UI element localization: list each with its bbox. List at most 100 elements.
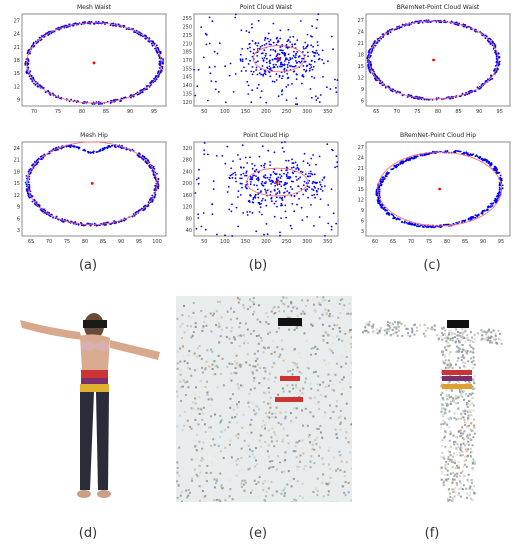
- data-point: [39, 39, 42, 42]
- data-point: [458, 150, 461, 153]
- data-point: [316, 52, 319, 54]
- data-point: [237, 225, 239, 228]
- data-point: [310, 60, 313, 62]
- fitted-ellipse: [252, 45, 305, 73]
- data-point: [274, 50, 277, 53]
- data-point: [334, 78, 336, 81]
- data-point: [265, 192, 268, 194]
- data-point: [198, 168, 200, 171]
- data-point: [47, 34, 50, 36]
- data-point: [316, 18, 319, 21]
- data-point: [306, 33, 309, 36]
- data-point: [493, 69, 495, 72]
- data-point: [378, 82, 381, 85]
- data-point: [108, 145, 111, 148]
- y-tick-label: 3: [17, 228, 20, 234]
- data-point: [253, 48, 255, 51]
- data-point: [495, 168, 498, 170]
- data-point: [335, 91, 338, 93]
- data-point: [311, 25, 313, 27]
- data-point: [257, 42, 260, 44]
- data-point: [493, 42, 496, 45]
- data-point: [467, 217, 470, 220]
- y-tick-label: 24: [358, 29, 364, 35]
- data-point: [310, 172, 312, 175]
- data-point: [135, 29, 138, 32]
- data-point: [311, 50, 314, 53]
- data-point: [370, 45, 373, 48]
- data-point: [499, 174, 502, 177]
- data-point: [262, 73, 264, 76]
- data-point: [280, 185, 283, 188]
- data-point: [138, 209, 141, 212]
- data-point: [330, 225, 333, 228]
- data-point: [286, 73, 289, 75]
- data-point: [197, 217, 200, 219]
- data-point: [271, 59, 274, 61]
- data-point: [407, 159, 410, 162]
- data-point: [261, 197, 264, 200]
- data-point: [308, 164, 311, 166]
- y-tick-label: 185: [182, 50, 192, 56]
- data-point: [318, 57, 321, 60]
- data-point: [273, 168, 276, 171]
- data-point: [286, 177, 289, 179]
- data-point: [279, 46, 282, 48]
- data-point: [247, 84, 250, 87]
- data-point: [315, 49, 318, 52]
- data-point: [269, 75, 272, 78]
- data-point: [283, 64, 285, 67]
- data-point: [463, 220, 466, 223]
- data-point: [273, 202, 276, 205]
- data-point: [259, 46, 262, 48]
- data-point: [273, 80, 276, 83]
- photo-mesh-body: [20, 313, 160, 498]
- data-point: [314, 187, 316, 189]
- data-point: [279, 37, 282, 40]
- data-point: [27, 170, 30, 173]
- data-point: [195, 227, 198, 230]
- data-point: [298, 60, 300, 63]
- data-point: [284, 187, 287, 190]
- data-point: [215, 155, 218, 157]
- data-point: [218, 91, 220, 93]
- data-point: [289, 36, 291, 38]
- data-point: [286, 66, 289, 68]
- data-point: [313, 193, 315, 196]
- data-point: [273, 151, 276, 154]
- data-point: [314, 95, 317, 98]
- data-point: [301, 75, 304, 77]
- x-tick-label: 50: [201, 239, 207, 245]
- data-point: [234, 73, 237, 75]
- data-point: [296, 39, 299, 41]
- data-point: [77, 147, 80, 150]
- data-point: [214, 88, 217, 91]
- data-point: [281, 204, 283, 207]
- data-point: [317, 188, 320, 190]
- data-point: [416, 155, 419, 158]
- x-tick-label: 100: [220, 239, 230, 245]
- data-point: [254, 170, 256, 173]
- data-point: [495, 61, 498, 64]
- data-point: [276, 183, 279, 186]
- data-point: [280, 49, 283, 52]
- data-point: [381, 33, 384, 36]
- data-point: [446, 150, 449, 152]
- data-point: [465, 151, 468, 154]
- data-point: [312, 65, 315, 68]
- x-tick-label: 85: [455, 109, 461, 115]
- data-point: [31, 195, 34, 198]
- y-tick-label: 18: [358, 177, 364, 183]
- data-point: [50, 32, 53, 34]
- data-point: [266, 67, 269, 70]
- data-point: [260, 202, 262, 205]
- data-point: [294, 65, 297, 67]
- data-point: [256, 177, 259, 180]
- data-point: [336, 79, 339, 81]
- data-point: [93, 222, 96, 225]
- data-point: [260, 182, 263, 185]
- data-point: [137, 33, 140, 36]
- data-point: [25, 175, 28, 177]
- data-point: [256, 188, 259, 191]
- data-point: [234, 13, 237, 16]
